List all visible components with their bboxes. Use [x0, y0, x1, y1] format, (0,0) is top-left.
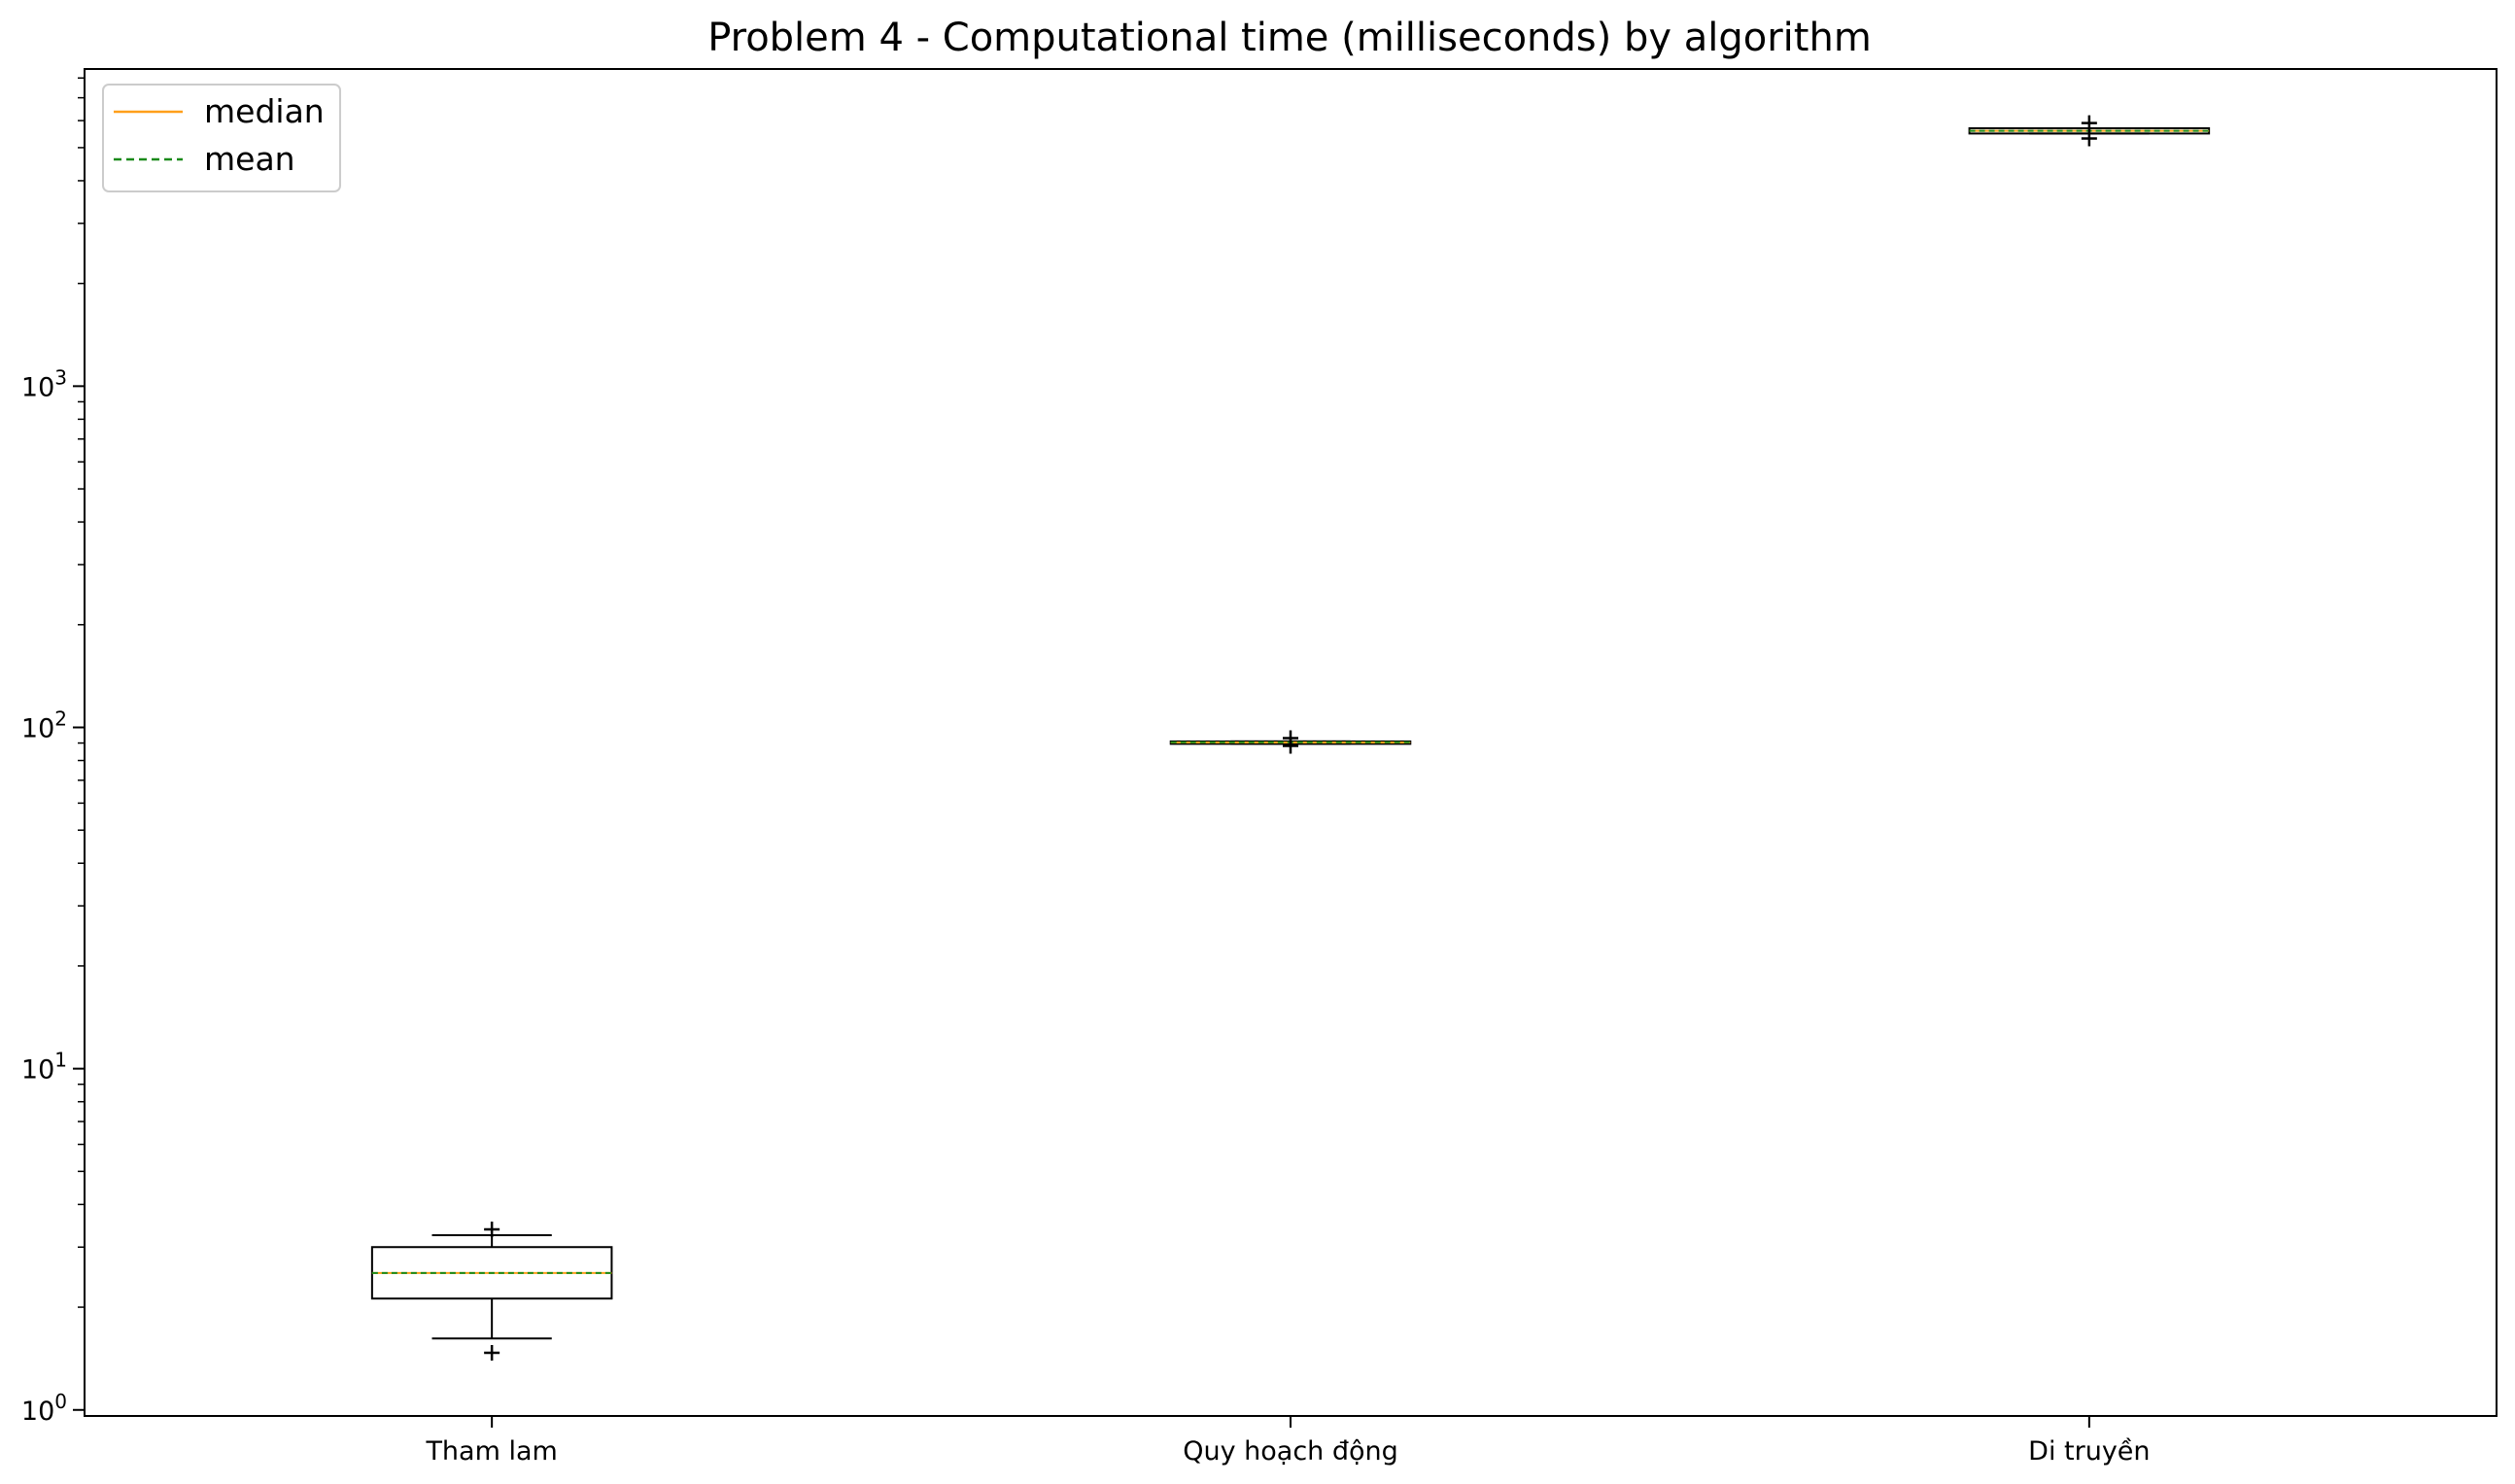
outlier-marker [2081, 115, 2097, 131]
y-tick-label: 100 [21, 1390, 67, 1427]
outlier-marker [484, 1222, 500, 1238]
outlier-marker [2081, 130, 2097, 147]
outlier-marker [1283, 730, 1298, 746]
y-tick-label-base: 10 [21, 372, 54, 402]
y-tick-label: 102 [21, 707, 67, 743]
y-tick-label: 103 [21, 365, 67, 402]
x-tick-label: Tham lam [425, 1436, 557, 1467]
legend-label-mean: mean [204, 140, 295, 178]
x-tick-label: Quy hoạch động [1183, 1436, 1398, 1467]
y-tick-label: 101 [21, 1049, 67, 1086]
y-tick-label-exponent: 1 [54, 1049, 67, 1072]
box-plots [370, 115, 2211, 1362]
y-tick-label-base: 10 [21, 1397, 54, 1427]
chart-title: Problem 4 - Computational time (millisec… [707, 16, 1872, 60]
y-tick-label-base: 10 [21, 713, 54, 743]
x-tick-label: Di truyền [2028, 1436, 2150, 1467]
y-tick-label-exponent: 0 [54, 1390, 67, 1413]
x-axis: Tham lam Quy hoạch động Di truyền [425, 1416, 2151, 1467]
legend-label-median: median [204, 92, 325, 130]
legend: median mean [102, 84, 341, 192]
box-2 [1169, 730, 1412, 754]
box-1 [370, 1222, 613, 1362]
y-tick-label-exponent: 3 [54, 365, 67, 389]
y-tick-label-exponent: 2 [54, 707, 67, 730]
box-3 [1968, 115, 2211, 147]
y-tick-label-base: 10 [21, 1055, 54, 1086]
outlier-marker [484, 1345, 500, 1362]
